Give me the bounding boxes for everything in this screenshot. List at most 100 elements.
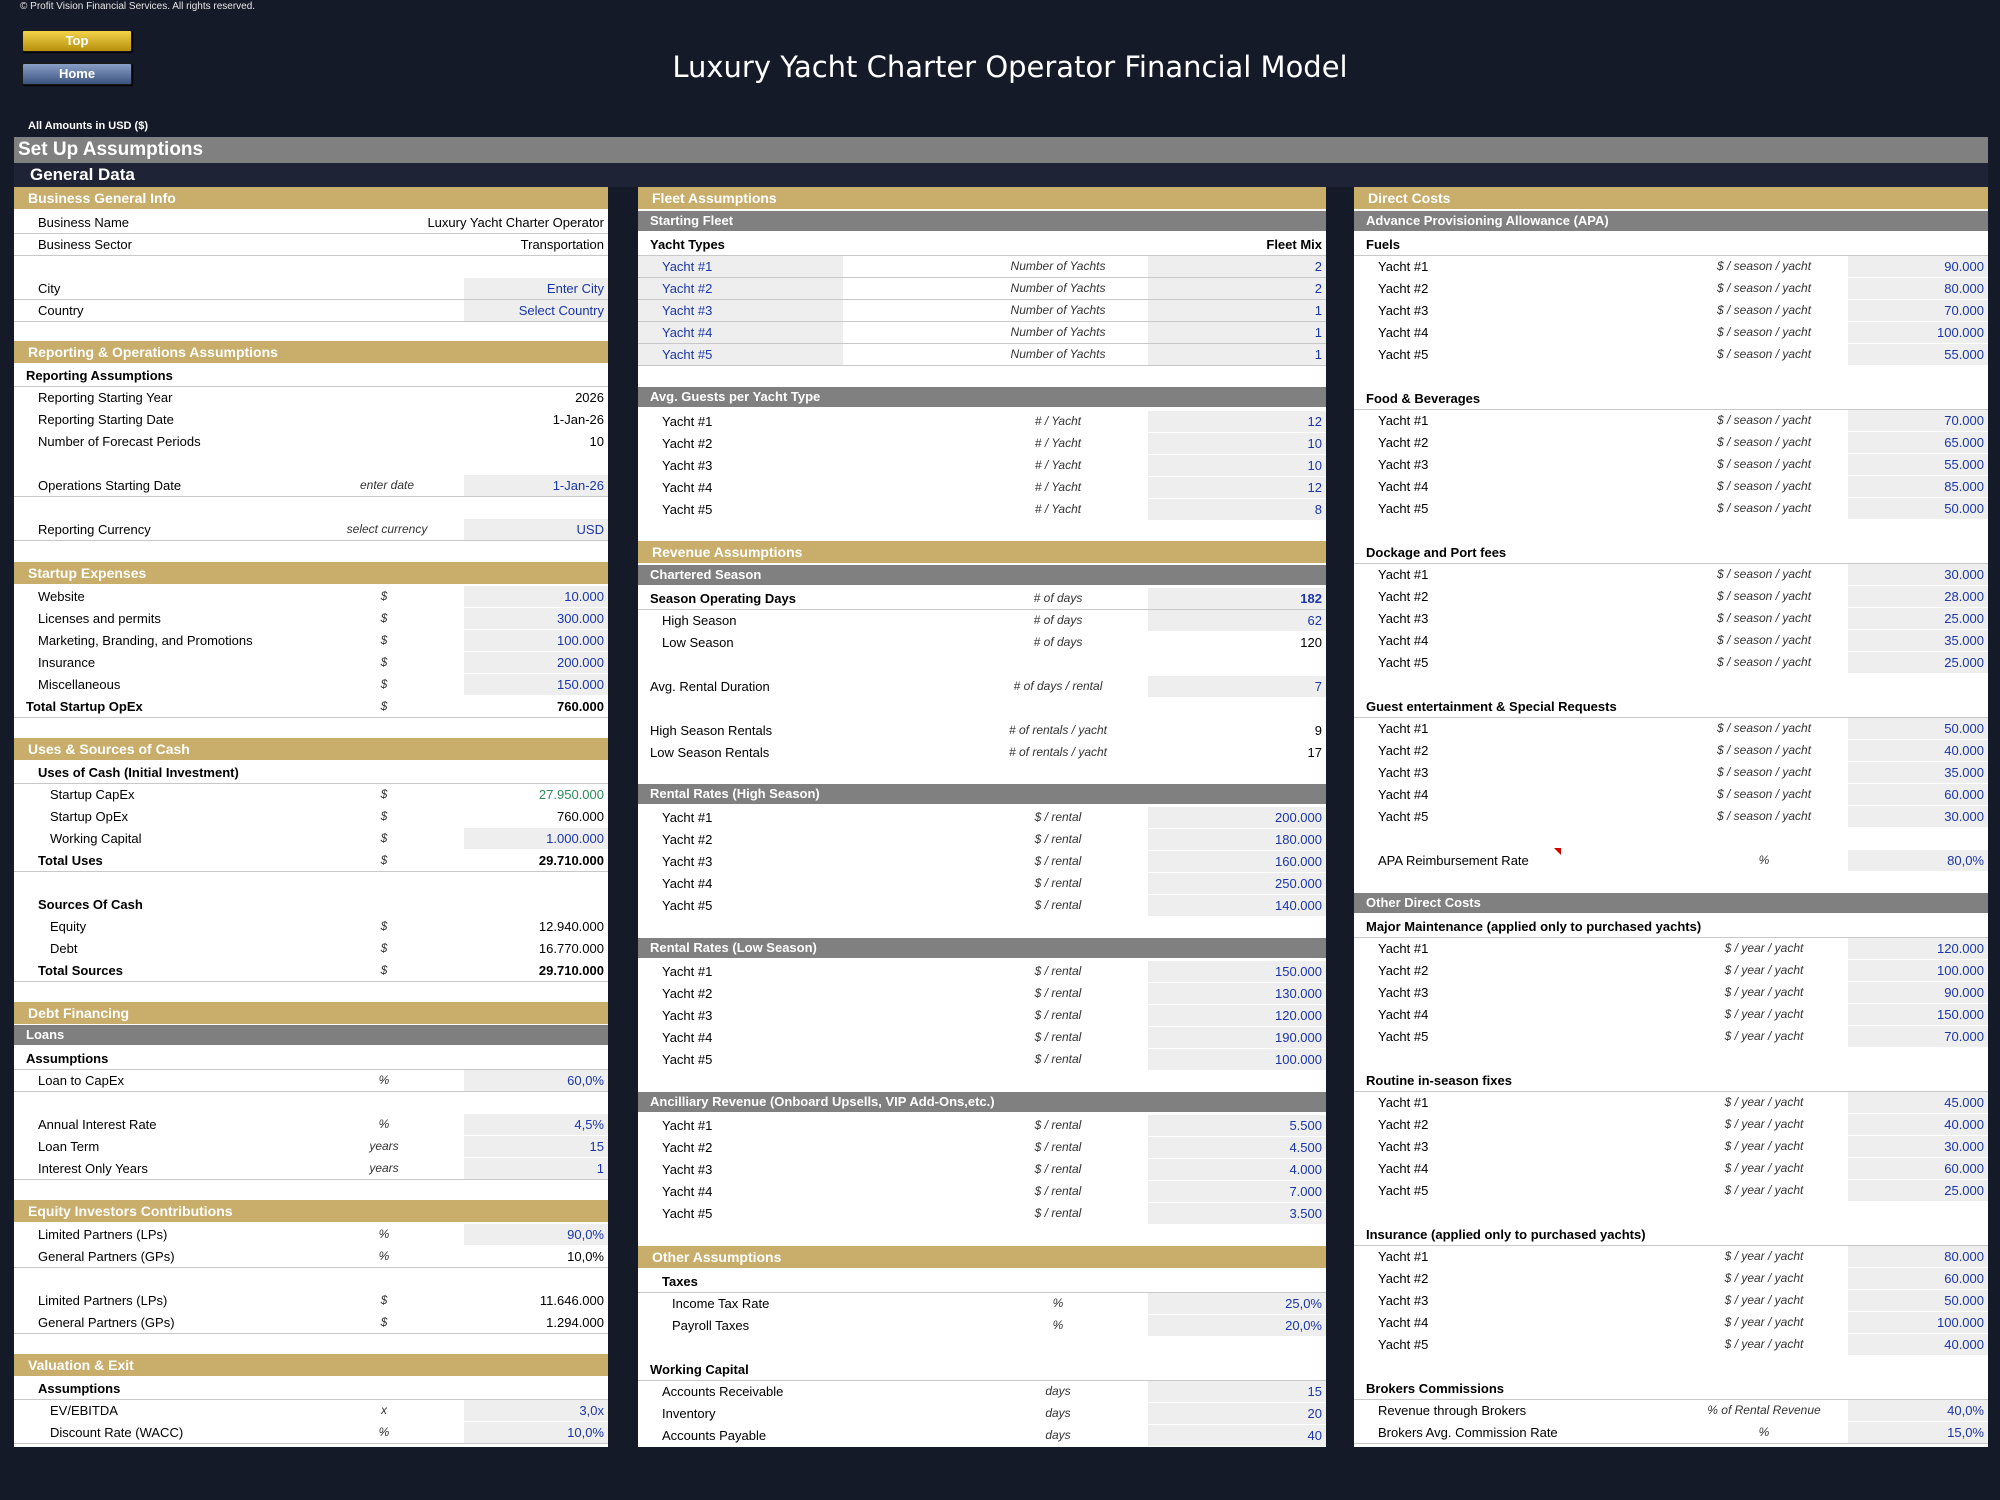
row-value[interactable]: 40.000 <box>1848 1334 1988 1355</box>
row-value[interactable]: 25,0% <box>1148 1293 1326 1314</box>
row-value[interactable]: 15,0% <box>1848 1422 1988 1443</box>
row-value[interactable]: 8 <box>1148 499 1326 520</box>
row-value[interactable]: 7.000 <box>1148 1181 1326 1202</box>
row-value[interactable]: 10 <box>1148 455 1326 476</box>
row-value[interactable]: 20,0% <box>1148 1315 1326 1336</box>
row-value[interactable]: 150.000 <box>1848 1004 1988 1025</box>
row-value[interactable]: 7 <box>1148 676 1326 697</box>
row-value[interactable]: 70.000 <box>1848 410 1988 431</box>
row-value[interactable]: 25.000 <box>1848 652 1988 673</box>
row-value[interactable]: 60.000 <box>1848 1268 1988 1289</box>
row-value[interactable]: 180.000 <box>1148 829 1326 850</box>
row-unit: $ <box>380 941 388 955</box>
row-value[interactable]: 25.000 <box>1848 608 1988 629</box>
row-value[interactable]: 100.000 <box>1848 960 1988 981</box>
row-value[interactable]: 70.000 <box>1848 300 1988 321</box>
row-value[interactable]: 80.000 <box>1848 1246 1988 1267</box>
row-value[interactable]: 60,0% <box>464 1070 608 1091</box>
row-value[interactable]: 4.500 <box>1148 1137 1326 1158</box>
row-value[interactable]: 150.000 <box>1148 961 1326 982</box>
row-value[interactable]: 80,0% <box>1848 850 1988 871</box>
row-value[interactable]: 28.000 <box>1848 586 1988 607</box>
row-value[interactable]: 15 <box>1148 1381 1326 1402</box>
row-value[interactable]: 1 <box>1148 322 1326 343</box>
city-input[interactable]: Enter City <box>464 278 608 299</box>
business-sector-value[interactable]: Transportation <box>520 237 604 252</box>
row-value[interactable]: 200.000 <box>464 652 608 673</box>
row-value[interactable]: 50.000 <box>1848 498 1988 519</box>
row-value[interactable]: 55.000 <box>1848 454 1988 475</box>
valuation-row: Discount Rate (WACC)% 10,0% <box>14 1422 608 1444</box>
top-button[interactable]: Top <box>22 30 132 52</box>
row-value[interactable]: 2 <box>1148 256 1326 277</box>
row-value[interactable]: 3.500 <box>1148 1203 1326 1224</box>
row-value[interactable]: 90.000 <box>1848 982 1988 1003</box>
row-value[interactable]: 20 <box>1148 1403 1326 1424</box>
row-value[interactable]: 10,0% <box>464 1422 608 1443</box>
row-value[interactable]: 100.000 <box>1848 322 1988 343</box>
row-value[interactable]: 62 <box>1148 610 1326 631</box>
row-value[interactable]: 30.000 <box>1848 564 1988 585</box>
row-value[interactable]: 40,0% <box>1848 1400 1988 1421</box>
row-value[interactable]: 100.000 <box>1148 1049 1326 1070</box>
row-value[interactable]: 35.000 <box>1848 762 1988 783</box>
row-value[interactable]: 10 <box>1148 433 1326 454</box>
row-value[interactable]: 1 <box>464 1158 608 1179</box>
row-value[interactable]: 25.000 <box>1848 1180 1988 1201</box>
row-value[interactable]: 3,0x <box>464 1400 608 1421</box>
row-value[interactable]: 1.000.000 <box>464 828 608 849</box>
row-value[interactable]: 90.000 <box>1848 256 1988 277</box>
row-value[interactable]: USD <box>464 519 608 540</box>
row-value[interactable]: 30.000 <box>1848 1136 1988 1157</box>
row-value[interactable]: 60.000 <box>1848 1158 1988 1179</box>
row-value[interactable]: 182 <box>1148 588 1326 609</box>
row-value[interactable]: 40.000 <box>1848 1114 1988 1135</box>
row-value[interactable]: 80.000 <box>1848 278 1988 299</box>
row-value[interactable]: 130.000 <box>1148 983 1326 1004</box>
row-value[interactable]: 200.000 <box>1148 807 1326 828</box>
row-value[interactable]: 55.000 <box>1848 344 1988 365</box>
row-value[interactable]: 120.000 <box>1848 938 1988 959</box>
row-value[interactable]: 15 <box>464 1136 608 1157</box>
row-value[interactable]: 60.000 <box>1848 784 1988 805</box>
row-value[interactable]: 300.000 <box>464 608 608 629</box>
ancillary-row: Yacht #4 $ / rental 7.000 <box>638 1181 1326 1203</box>
row-value[interactable]: 100.000 <box>464 630 608 651</box>
row-value[interactable]: 250.000 <box>1148 873 1326 894</box>
row-value[interactable]: 35.000 <box>1848 630 1988 651</box>
row-value[interactable]: 2 <box>1148 278 1326 299</box>
row-label: Yacht #4 <box>662 1030 713 1045</box>
comment-indicator-icon[interactable] <box>1554 848 1561 855</box>
row-value[interactable]: 45.000 <box>1848 1092 1988 1113</box>
row-value[interactable]: 70.000 <box>1848 1026 1988 1047</box>
row-value[interactable]: 85.000 <box>1848 476 1988 497</box>
row-value[interactable]: 90,0% <box>464 1224 608 1245</box>
home-button[interactable]: Home <box>22 63 132 85</box>
row-value[interactable]: 150.000 <box>464 674 608 695</box>
row-value[interactable]: 40 <box>1148 1425 1326 1446</box>
row-value[interactable]: 50.000 <box>1848 718 1988 739</box>
row-value[interactable]: 40.000 <box>1848 740 1988 761</box>
business-name-value[interactable]: Luxury Yacht Charter Operator <box>427 215 604 230</box>
row-value[interactable]: 1 <box>1148 344 1326 365</box>
row-value[interactable]: 1 <box>1148 300 1326 321</box>
row-value[interactable]: 65.000 <box>1848 432 1988 453</box>
row-value[interactable]: 4.000 <box>1148 1159 1326 1180</box>
debt-assumptions-subheader: Assumptions <box>14 1048 608 1070</box>
row-value[interactable]: 12 <box>1148 477 1326 498</box>
rate-high-row: Yacht #4 $ / rental 250.000 <box>638 873 1326 895</box>
row-value[interactable]: 100.000 <box>1848 1312 1988 1333</box>
row-value[interactable]: 160.000 <box>1148 851 1326 872</box>
row-value[interactable]: 50.000 <box>1848 1290 1988 1311</box>
low-season-row: Low Season # of days 120 <box>638 632 1326 654</box>
row-value[interactable]: 1-Jan-26 <box>464 475 608 496</box>
row-value[interactable]: 10.000 <box>464 586 608 607</box>
row-value[interactable]: 12 <box>1148 411 1326 432</box>
country-select[interactable]: Select Country <box>464 300 608 321</box>
row-value[interactable]: 120.000 <box>1148 1005 1326 1026</box>
row-value[interactable]: 4,5% <box>464 1114 608 1135</box>
row-value[interactable]: 140.000 <box>1148 895 1326 916</box>
row-value[interactable]: 5.500 <box>1148 1115 1326 1136</box>
row-value[interactable]: 30.000 <box>1848 806 1988 827</box>
row-value[interactable]: 190.000 <box>1148 1027 1326 1048</box>
